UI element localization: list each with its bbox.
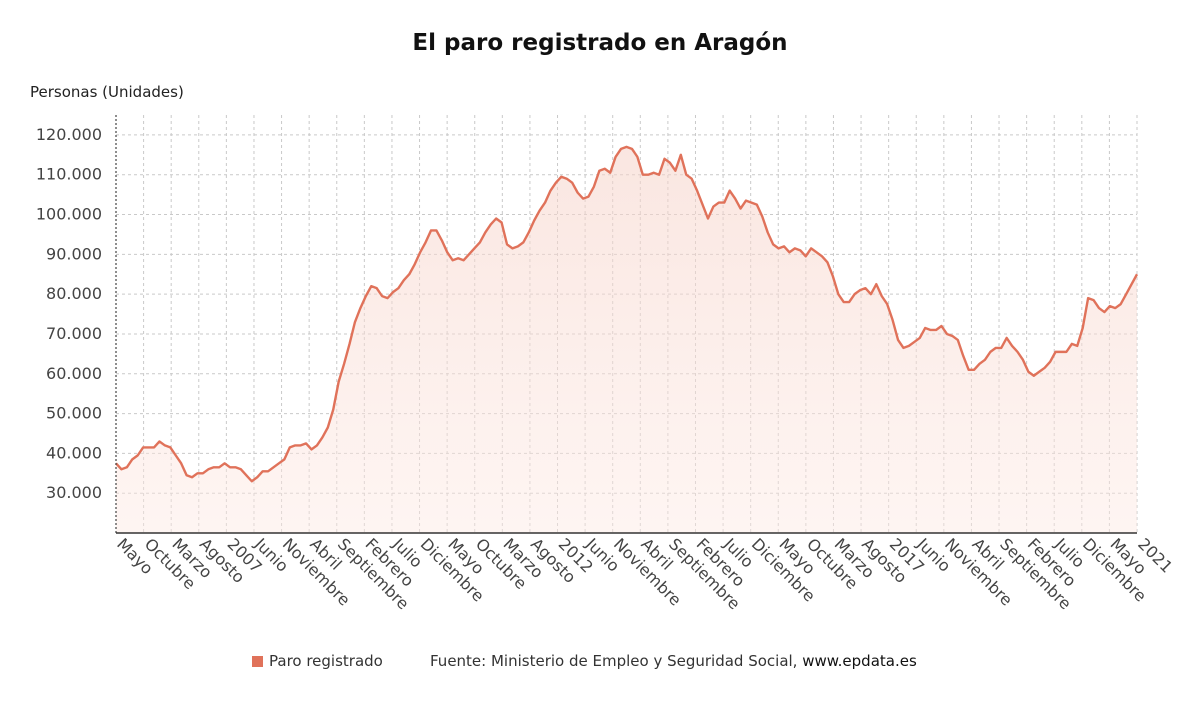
- source-text: Fuente: Ministerio de Empleo y Seguridad…: [430, 652, 798, 670]
- y-tick-label: 100.000: [36, 205, 102, 224]
- series-area: [116, 146, 1137, 533]
- series-line: [115, 145, 1139, 483]
- y-tick-label: 60.000: [46, 364, 102, 383]
- y-axis-label: Personas (Unidades): [30, 83, 184, 101]
- y-tick-label: 80.000: [46, 284, 102, 303]
- y-tick-label: 90.000: [46, 244, 102, 263]
- y-tick-label: 110.000: [36, 165, 102, 184]
- axes: [115, 115, 1137, 534]
- legend: Paro registrado: [252, 652, 383, 670]
- y-tick-label: 120.000: [36, 125, 102, 144]
- y-tick-label: 70.000: [46, 324, 102, 343]
- y-tick-label: 50.000: [46, 404, 102, 423]
- source-site: www.epdata.es: [802, 652, 917, 670]
- y-tick-labels: 30.000 40.000 50.000 60.000 70.000 80.000 90.0…: [36, 125, 102, 502]
- y-tick-label: 40.000: [46, 443, 102, 462]
- legend-swatch: [252, 655, 263, 667]
- y-tick-label: 30.000: [46, 483, 102, 502]
- x-tick-labels: MayoOctubreMarzoAgosto2007JunioNoviembre…: [113, 534, 1176, 614]
- legend-label: Paro registrado: [269, 652, 383, 670]
- chart-title: El paro registrado en Aragón: [412, 30, 788, 56]
- source-note: Fuente: Ministerio de Empleo y Seguridad…: [430, 652, 917, 670]
